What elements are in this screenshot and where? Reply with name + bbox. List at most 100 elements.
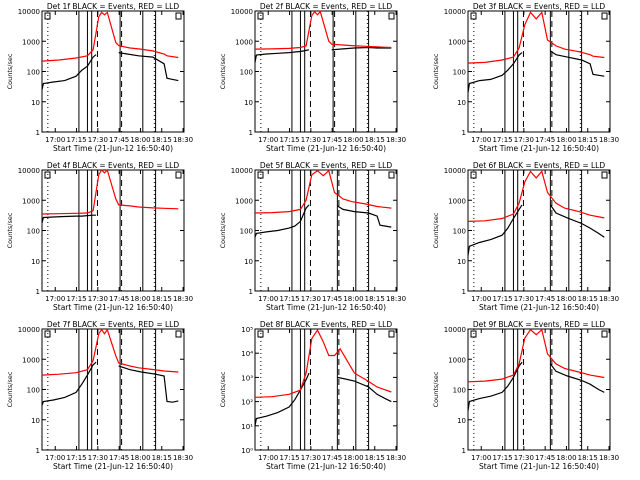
series-events xyxy=(467,50,605,93)
x-axis-label: Start Time (21-Jun-12 16:50:40) xyxy=(53,144,173,153)
x-tick-label: 17:15 xyxy=(492,454,512,462)
plot-frame xyxy=(254,328,398,451)
y-tick-label: 100 xyxy=(27,69,40,77)
panel-title: Det 1f BLACK = Events, RED = LLD xyxy=(47,2,180,11)
y-axis-label: Counts/sec xyxy=(432,53,440,89)
x-tick-label: 18:30 xyxy=(386,136,406,144)
corner-mark xyxy=(257,330,264,338)
y-tick-label: 1000 xyxy=(22,197,40,205)
panel-title: Det 6f BLACK = Events, RED = LLD xyxy=(473,161,606,170)
panel-3: 1 10 100 1000 10000 17:00 17:15 17:30 17:45 18:00… xyxy=(432,2,619,153)
corner-mark xyxy=(44,171,51,179)
x-tick-label: 18:15 xyxy=(578,295,598,303)
x-tick-label: 18:30 xyxy=(599,295,619,303)
y-tick-label: 10⁰ xyxy=(241,447,253,455)
x-tick-label: 18:30 xyxy=(173,454,193,462)
y-tick-label: 10 xyxy=(457,99,466,107)
x-tick-label: 17:15 xyxy=(492,136,512,144)
y-tick-label: 10000 xyxy=(18,167,40,175)
panel-6: 1 10 100 1000 10000 17:00 17:15 17:30 17:45 18:00… xyxy=(432,161,619,312)
x-tick-label: 17:15 xyxy=(66,454,86,462)
x-tick-label: 17:15 xyxy=(279,136,299,144)
y-tick-label: 1000 xyxy=(22,38,40,46)
corner-mark xyxy=(470,330,477,338)
x-tick-label: 17:00 xyxy=(258,136,278,144)
x-tick-label: 17:00 xyxy=(45,454,65,462)
y-tick-label: 10³ xyxy=(241,374,253,382)
corner-mark xyxy=(175,171,182,179)
y-tick-label: 1000 xyxy=(235,197,253,205)
x-tick-label: 17:30 xyxy=(88,454,108,462)
corner-mark xyxy=(388,330,395,338)
y-tick-label: 100 xyxy=(453,387,466,395)
panel-title: Det 9f BLACK = Events, RED = LLD xyxy=(473,320,606,329)
x-tick-label: 17:45 xyxy=(535,136,555,144)
plot-frame xyxy=(41,10,185,133)
corner-mark xyxy=(601,330,608,338)
x-tick-label: 17:30 xyxy=(301,454,321,462)
plot-frame xyxy=(254,10,398,133)
panel-title: Det 8f BLACK = Events, RED = LLD xyxy=(260,320,393,329)
corner-mark xyxy=(175,12,182,20)
x-tick-label: 18:30 xyxy=(386,295,406,303)
x-axis-label: Start Time (21-Jun-12 16:50:40) xyxy=(266,144,386,153)
corner-mark xyxy=(388,171,395,179)
y-axis-label: Counts/sec xyxy=(6,53,14,89)
panel-2: 1 10 100 1000 10000 17:00 17:15 17:30 17:45 18:00… xyxy=(219,2,406,153)
series-lld xyxy=(41,168,179,215)
corner-mark xyxy=(470,171,477,179)
y-tick-label: 10¹ xyxy=(241,423,253,431)
x-tick-label: 17:30 xyxy=(301,136,321,144)
y-tick-label: 1 xyxy=(36,288,40,296)
x-tick-label: 18:15 xyxy=(152,136,172,144)
x-tick-label: 18:00 xyxy=(556,454,576,462)
y-tick-label: 10 xyxy=(244,258,253,266)
y-tick-label: 1000 xyxy=(448,38,466,46)
panel-title: Det 5f BLACK = Events, RED = LLD xyxy=(260,161,393,170)
x-tick-label: 17:15 xyxy=(279,295,299,303)
x-tick-label: 17:00 xyxy=(45,136,65,144)
x-tick-label: 18:30 xyxy=(599,454,619,462)
x-tick-label: 17:00 xyxy=(258,454,278,462)
series-events xyxy=(254,372,392,426)
y-tick-label: 10000 xyxy=(231,8,253,16)
corner-mark xyxy=(44,12,51,20)
y-tick-label: 10000 xyxy=(444,326,466,334)
x-tick-label: 17:45 xyxy=(322,136,342,144)
x-tick-label: 18:00 xyxy=(556,136,576,144)
x-tick-label: 17:00 xyxy=(471,454,491,462)
x-tick-label: 18:15 xyxy=(365,295,385,303)
panel-4: 1 10 100 1000 10000 17:00 17:15 17:30 17:45 18:00… xyxy=(6,161,193,312)
x-tick-label: 18:00 xyxy=(130,454,150,462)
plot-frame xyxy=(467,328,611,451)
series-events xyxy=(254,204,392,238)
y-axis-label: Counts/sec xyxy=(219,371,227,407)
x-tick-label: 17:30 xyxy=(88,295,108,303)
series-lld xyxy=(467,170,605,222)
series-lld xyxy=(254,328,392,398)
x-tick-label: 17:00 xyxy=(471,295,491,303)
series-events xyxy=(41,214,96,223)
corner-mark xyxy=(175,330,182,338)
corner-mark xyxy=(388,12,395,20)
x-tick-label: 18:00 xyxy=(343,136,363,144)
y-tick-label: 10² xyxy=(241,399,253,407)
y-tick-label: 10000 xyxy=(18,8,40,16)
plot-frame xyxy=(467,10,611,133)
x-tick-label: 17:45 xyxy=(109,295,129,303)
y-tick-label: 10 xyxy=(31,99,40,107)
x-tick-label: 18:00 xyxy=(130,295,150,303)
corner-mark xyxy=(257,12,264,20)
x-axis-label: Start Time (21-Jun-12 16:50:40) xyxy=(266,303,386,312)
y-tick-label: 100 xyxy=(453,228,466,236)
y-tick-label: 10000 xyxy=(444,167,466,175)
y-tick-label: 10000 xyxy=(18,326,40,334)
panel-title: Det 4f BLACK = Events, RED = LLD xyxy=(47,161,180,170)
series-events xyxy=(254,46,392,63)
x-axis-label: Start Time (21-Jun-12 16:50:40) xyxy=(479,462,599,471)
y-tick-label: 10 xyxy=(244,99,253,107)
series-lld xyxy=(254,10,392,50)
panel-title: Det 3f BLACK = Events, RED = LLD xyxy=(473,2,606,11)
